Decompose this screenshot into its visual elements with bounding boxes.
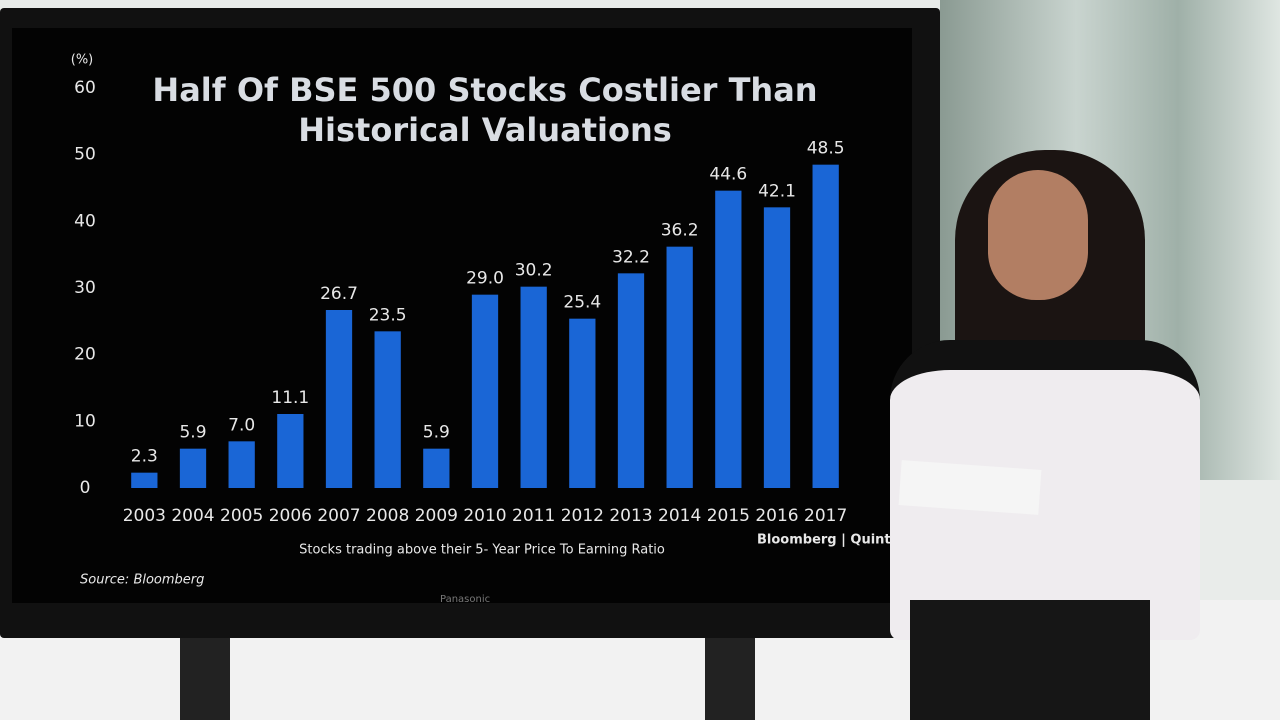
bar [715, 190, 742, 488]
y-tick-label: 60 [74, 78, 96, 98]
x-tick-label: 2011 [512, 506, 555, 526]
bar [763, 207, 791, 489]
y-tick-label: 30 [74, 278, 96, 298]
x-tick-label: 2004 [171, 506, 214, 526]
presenter-face [988, 170, 1088, 300]
x-tick-label: 2009 [415, 506, 458, 526]
y-tick-label: 50 [74, 145, 96, 165]
bar [131, 472, 158, 488]
y-unit: (%) [71, 53, 94, 68]
x-tick-label: 2010 [463, 506, 506, 526]
presenter-trousers [910, 600, 1150, 720]
x-tick-label: 2005 [220, 506, 263, 526]
bar [471, 294, 499, 488]
bar [374, 331, 401, 488]
value-label: 26.7 [320, 284, 358, 304]
x-tick-label: 2013 [609, 506, 652, 526]
x-tick-label: 2007 [317, 506, 360, 526]
value-label: 2.3 [131, 447, 158, 467]
y-tick-label: 40 [74, 211, 96, 231]
y-tick-label: 10 [74, 411, 96, 431]
chart-title: Half Of BSE 500 Stocks Costlier Than His… [152, 71, 818, 149]
value-label: 29.0 [466, 269, 504, 289]
value-label: 11.1 [271, 388, 309, 408]
value-label: 5.9 [423, 423, 450, 443]
x-tick-label: 2006 [269, 506, 312, 526]
bar [179, 448, 207, 488]
x-tick-label: 2015 [707, 506, 750, 526]
brand: Bloomberg | Quint [757, 533, 891, 548]
value-label: 48.5 [807, 139, 845, 159]
x-axis-label: Stocks trading above their 5- Year Price… [299, 543, 665, 558]
x-tick-label: 2016 [755, 506, 798, 526]
value-label: 36.2 [661, 221, 699, 241]
y-tick-label: 20 [74, 345, 96, 365]
y-tick-label: 0 [80, 478, 91, 498]
bar [569, 318, 596, 488]
bar [325, 310, 353, 488]
value-label: 25.4 [563, 293, 601, 313]
x-tick-label: 2012 [561, 506, 604, 526]
value-label: 23.5 [369, 305, 407, 325]
value-label: 5.9 [179, 423, 206, 443]
bar [277, 414, 304, 488]
x-tick-label: 2017 [804, 506, 847, 526]
tv-brand: Panasonic [440, 594, 491, 605]
value-label: 42.1 [758, 181, 796, 201]
source: Source: Bloomberg [80, 573, 204, 588]
x-tick-label: 2014 [658, 506, 701, 526]
bar [423, 448, 450, 488]
value-label: 32.2 [612, 247, 650, 267]
bar [812, 164, 839, 488]
value-label: 44.6 [709, 165, 747, 185]
bar [666, 246, 693, 488]
value-label: 30.2 [515, 261, 553, 281]
x-tick-label: 2003 [123, 506, 166, 526]
tv-screen [12, 28, 912, 603]
value-label: 7.0 [228, 415, 255, 435]
bar [617, 273, 645, 488]
bar [520, 286, 547, 488]
bar [228, 441, 255, 488]
x-tick-label: 2008 [366, 506, 409, 526]
